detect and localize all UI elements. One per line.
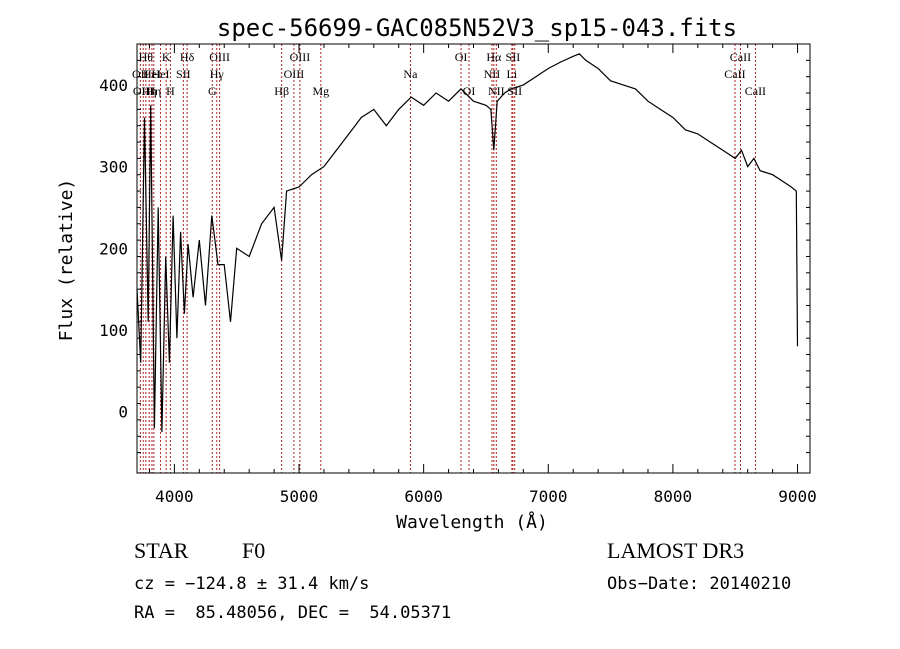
line-label: OI <box>455 50 468 64</box>
spectrum-line <box>136 53 799 433</box>
y-axis-label: Flux (relative) <box>56 179 77 342</box>
line-label: Hη <box>146 84 161 98</box>
object-subclass: F0 <box>242 538 266 563</box>
x-tick-label: 5000 <box>280 487 319 506</box>
line-label: Hθ <box>139 50 154 64</box>
line-label: CaII <box>730 50 751 64</box>
line-label: SII <box>506 50 521 64</box>
x-tick-label: 4000 <box>155 487 194 506</box>
line-label: Mg <box>312 84 329 98</box>
line-label: Hγ <box>210 67 225 81</box>
observation-date: Obs−Date: 20140210 <box>607 574 792 594</box>
line-label: Hα <box>486 50 502 64</box>
line-label: Na <box>403 67 418 81</box>
line-label: CaII <box>724 67 745 81</box>
y-tick-label: 0 <box>118 403 128 422</box>
line-label: NII <box>488 84 505 98</box>
line-label: K <box>162 50 171 64</box>
line-label: OI <box>463 84 476 98</box>
line-label: Hβ <box>274 84 289 98</box>
line-label: NII <box>484 67 501 81</box>
plot-frame <box>136 43 811 474</box>
y-tick-label: 400 <box>99 76 128 95</box>
line-label: G <box>208 84 217 98</box>
line-label: OIII <box>290 50 311 64</box>
y-tick-label: 200 <box>99 239 128 258</box>
velocity-readout: cz = −124.8 ± 31.4 km/s <box>134 574 370 594</box>
line-label: HeI <box>152 67 170 81</box>
coordinates-readout: RA = 85.48056, DEC = 54.05371 <box>134 603 452 623</box>
line-label: OIII <box>209 50 230 64</box>
line-label: OIII <box>284 67 305 81</box>
chart-title: spec-56699-GAC085N52V3_sp15-043.fits <box>217 14 737 42</box>
x-tick-label: 7000 <box>529 487 568 506</box>
line-label: CaII <box>745 84 766 98</box>
emission-line-markers <box>139 44 756 473</box>
x-tick-label: 6000 <box>404 487 443 506</box>
line-label: Hδ <box>180 50 195 64</box>
x-tick-label: 8000 <box>654 487 693 506</box>
x-axis-ticks: 4000 5000 6000 7000 8000 9000 <box>148 44 817 506</box>
y-tick-label: 100 <box>99 321 128 340</box>
line-label: HeI <box>143 67 161 81</box>
y-axis-ticks: 0 100 200 300 400 <box>99 43 810 454</box>
x-tick-label: 9000 <box>778 487 817 506</box>
line-label: OIII <box>133 84 154 98</box>
emission-line-labels: OIIOIIIHθHηHeIHηHeIKHSIIHδGHγOIIIHβOIIIO… <box>132 50 766 98</box>
line-label: SII <box>176 67 191 81</box>
line-label: Li <box>507 67 518 81</box>
line-label: H <box>166 84 175 98</box>
x-axis-label: Wavelength (Å) <box>396 511 548 533</box>
line-label: Hη <box>142 84 157 98</box>
line-label: OII <box>132 67 149 81</box>
y-tick-label: 300 <box>99 158 128 177</box>
object-class: STAR <box>134 538 189 563</box>
survey-name: LAMOST DR3 <box>607 538 745 563</box>
line-label: SII <box>507 84 522 98</box>
